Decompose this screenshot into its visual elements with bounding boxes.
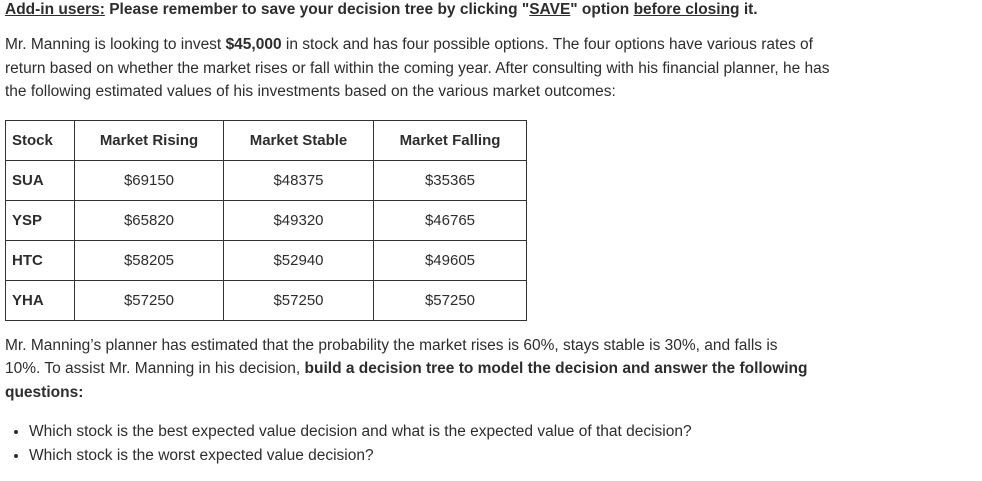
table-row: SUA $69150 $48375 $35365 [5,159,527,201]
table-header-row: Stock Market Rising Market Stable Market… [5,119,527,161]
intro-paragraph: Mr. Manning is looking to invest $45,000… [5,36,830,100]
header-stock: Stock [5,119,75,161]
question-list: Which stock is the best expected value d… [5,420,982,467]
notice-label: Add-in users: [5,1,105,18]
save-notice: Add-in users: Please remember to save yo… [5,1,758,18]
probability-paragraph: Mr. Manning’s planner has estimated that… [5,336,808,401]
header-market-stable: Market Stable [223,119,374,161]
table-row: YHA $57250 $57250 $57250 [5,279,527,321]
save-option: SAVE [529,1,571,18]
header-market-falling: Market Falling [373,119,527,161]
list-item: Which stock is the worst expected value … [29,444,982,468]
header-market-rising: Market Rising [74,119,224,161]
list-item: Which stock is the best expected value d… [29,420,982,444]
table-row: YSP $65820 $49320 $46765 [5,199,527,241]
table-row: HTC $58205 $52940 $49605 [5,239,527,281]
investment-table: Stock Market Rising Market Stable Market… [5,119,527,321]
